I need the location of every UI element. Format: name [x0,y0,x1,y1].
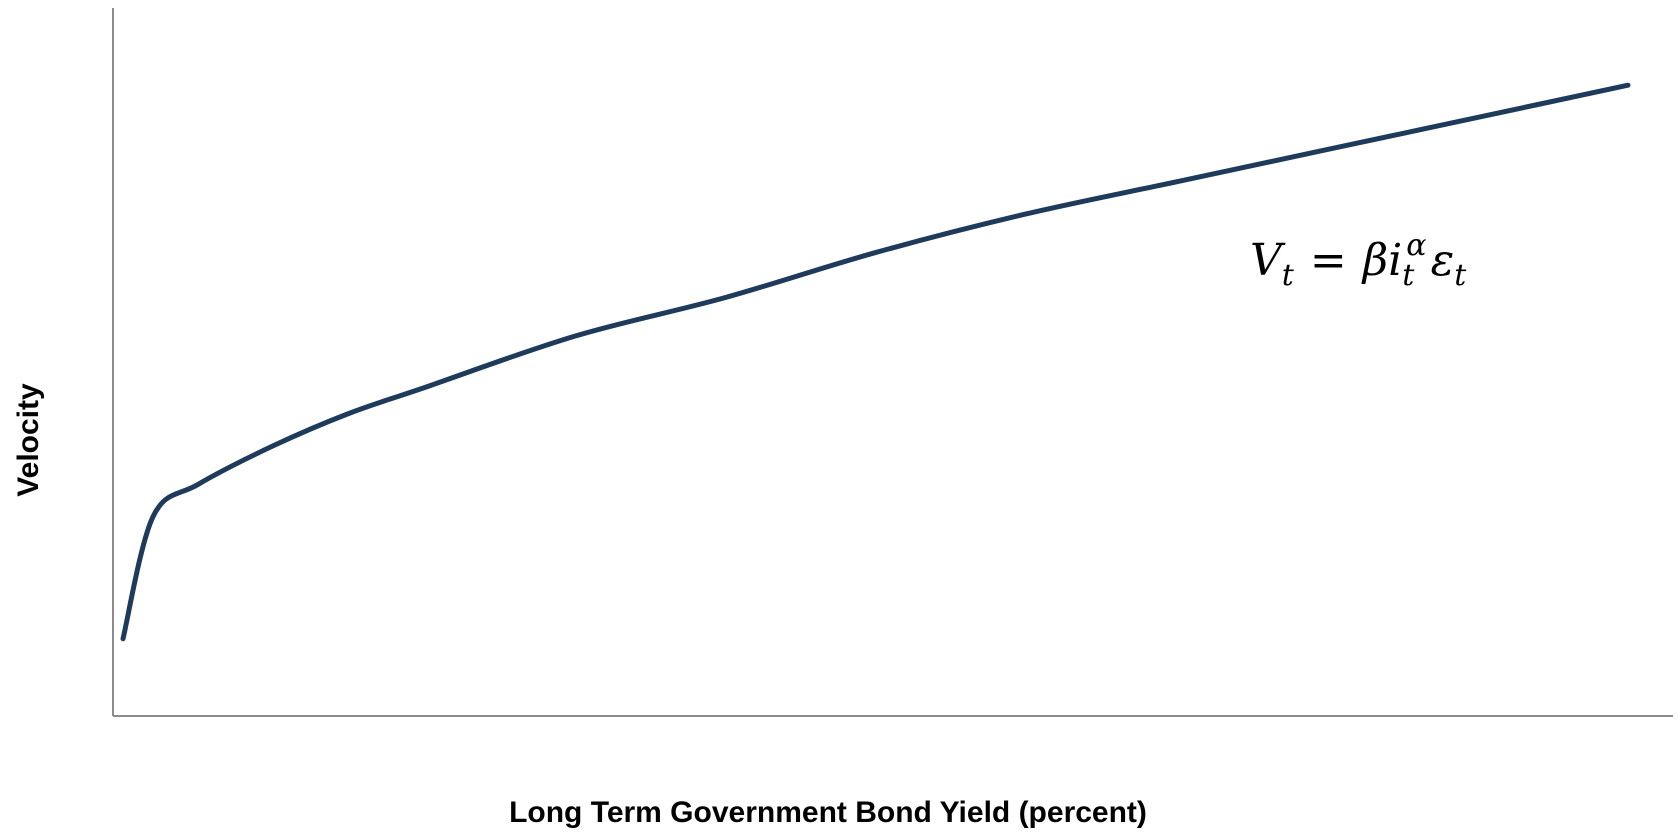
eq-epsilon: ε [1431,235,1455,286]
series-layer [120,82,1631,642]
eq-i-sup: α [1406,228,1426,263]
eq-beta: β [1361,235,1388,286]
x-axis-title: Long Term Government Bond Yield (percent… [509,796,1147,829]
eq-equals: = [1310,235,1347,286]
y-axis-title: Velocity [12,383,45,497]
equation-annotation: Vt = βitαεt [1250,228,1467,293]
series-line-0 [120,82,1631,642]
eq-i-sub: t [1402,258,1415,293]
eq-epsilon-sub: t [1454,258,1467,293]
eq-i: i [1388,235,1402,286]
eq-v-sub: t [1282,258,1295,293]
eq-v: V [1250,235,1286,286]
